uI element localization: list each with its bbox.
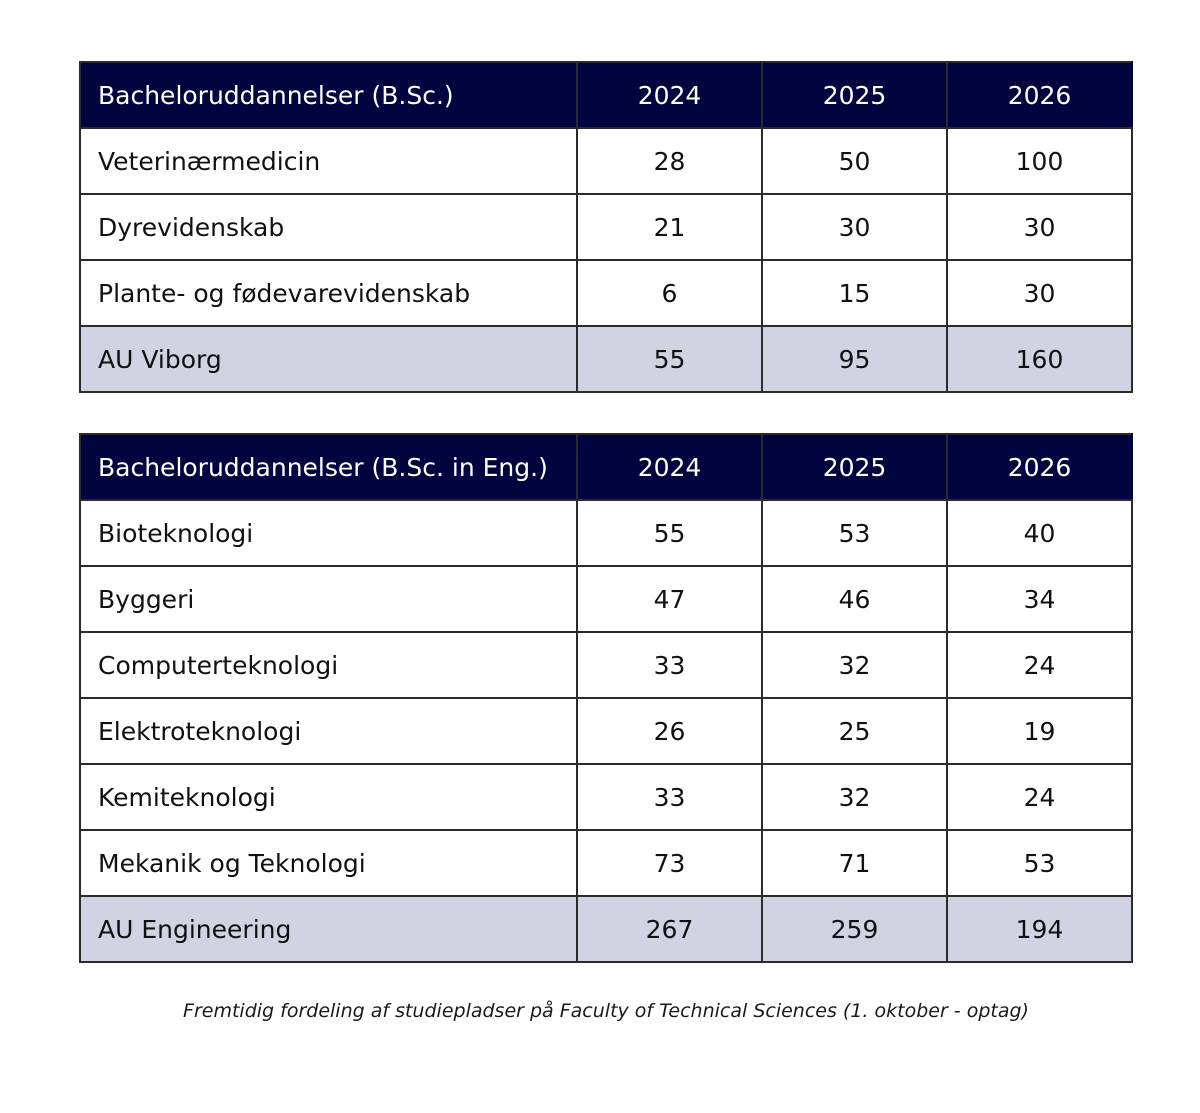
header-year-2024: 2024: [576, 433, 763, 501]
value-2024: 6: [576, 259, 763, 327]
study-places-table-engineering: Bacheloruddannelser (B.Sc. in Eng.) 2024…: [79, 433, 1133, 963]
value-2024: 26: [576, 697, 763, 765]
value-2025: 15: [761, 259, 948, 327]
value-2025: 30: [761, 193, 948, 261]
total-2025: 259: [761, 895, 948, 963]
header-year-2026: 2026: [946, 433, 1133, 501]
value-2026: 40: [946, 499, 1133, 567]
program-name: Computerteknologi: [79, 631, 578, 699]
total-2024: 55: [576, 325, 763, 393]
table-row: Mekanik og Teknologi 73 71 53: [79, 829, 1133, 897]
header-program: Bacheloruddannelser (B.Sc. in Eng.): [79, 433, 578, 501]
total-2024: 267: [576, 895, 763, 963]
total-label: AU Viborg: [79, 325, 578, 393]
total-label: AU Engineering: [79, 895, 578, 963]
value-2024: 28: [576, 127, 763, 195]
value-2024: 33: [576, 763, 763, 831]
value-2025: 46: [761, 565, 948, 633]
program-name: Bioteknologi: [79, 499, 578, 567]
header-year-2024: 2024: [576, 61, 763, 129]
table-row: Veterinærmedicin 28 50 100: [79, 127, 1133, 195]
header-year-2026: 2026: [946, 61, 1133, 129]
program-name: Kemiteknologi: [79, 763, 578, 831]
value-2026: 53: [946, 829, 1133, 897]
value-2026: 100: [946, 127, 1133, 195]
table-row: Bioteknologi 55 53 40: [79, 499, 1133, 567]
value-2024: 21: [576, 193, 763, 261]
study-places-table-viborg: Bacheloruddannelser (B.Sc.) 2024 2025 20…: [79, 61, 1133, 393]
program-name: Byggeri: [79, 565, 578, 633]
value-2026: 30: [946, 193, 1133, 261]
value-2025: 32: [761, 763, 948, 831]
value-2024: 73: [576, 829, 763, 897]
table-header-row: Bacheloruddannelser (B.Sc.) 2024 2025 20…: [79, 61, 1133, 129]
value-2025: 25: [761, 697, 948, 765]
value-2026: 24: [946, 763, 1133, 831]
value-2026: 19: [946, 697, 1133, 765]
program-name: Mekanik og Teknologi: [79, 829, 578, 897]
table-caption: Fremtidig fordeling af studiepladser på …: [183, 1000, 1029, 1022]
value-2024: 55: [576, 499, 763, 567]
value-2025: 53: [761, 499, 948, 567]
value-2025: 71: [761, 829, 948, 897]
header-program: Bacheloruddannelser (B.Sc.): [79, 61, 578, 129]
table-row: Elektroteknologi 26 25 19: [79, 697, 1133, 765]
program-name: Plante- og fødevarevidenskab: [79, 259, 578, 327]
table-row: Dyrevidenskab 21 30 30: [79, 193, 1133, 261]
total-row: AU Viborg 55 95 160: [79, 325, 1133, 393]
table-row: Plante- og fødevarevidenskab 6 15 30: [79, 259, 1133, 327]
value-2026: 30: [946, 259, 1133, 327]
table-row: Computerteknologi 33 32 24: [79, 631, 1133, 699]
header-year-2025: 2025: [761, 61, 948, 129]
table-row: Byggeri 47 46 34: [79, 565, 1133, 633]
program-name: Veterinærmedicin: [79, 127, 578, 195]
value-2025: 32: [761, 631, 948, 699]
total-2026: 194: [946, 895, 1133, 963]
table-row: Kemiteknologi 33 32 24: [79, 763, 1133, 831]
total-2025: 95: [761, 325, 948, 393]
value-2026: 24: [946, 631, 1133, 699]
value-2024: 47: [576, 565, 763, 633]
program-name: Elektroteknologi: [79, 697, 578, 765]
program-name: Dyrevidenskab: [79, 193, 578, 261]
value-2026: 34: [946, 565, 1133, 633]
header-year-2025: 2025: [761, 433, 948, 501]
value-2025: 50: [761, 127, 948, 195]
total-row: AU Engineering 267 259 194: [79, 895, 1133, 963]
total-2026: 160: [946, 325, 1133, 393]
table-header-row: Bacheloruddannelser (B.Sc. in Eng.) 2024…: [79, 433, 1133, 501]
value-2024: 33: [576, 631, 763, 699]
